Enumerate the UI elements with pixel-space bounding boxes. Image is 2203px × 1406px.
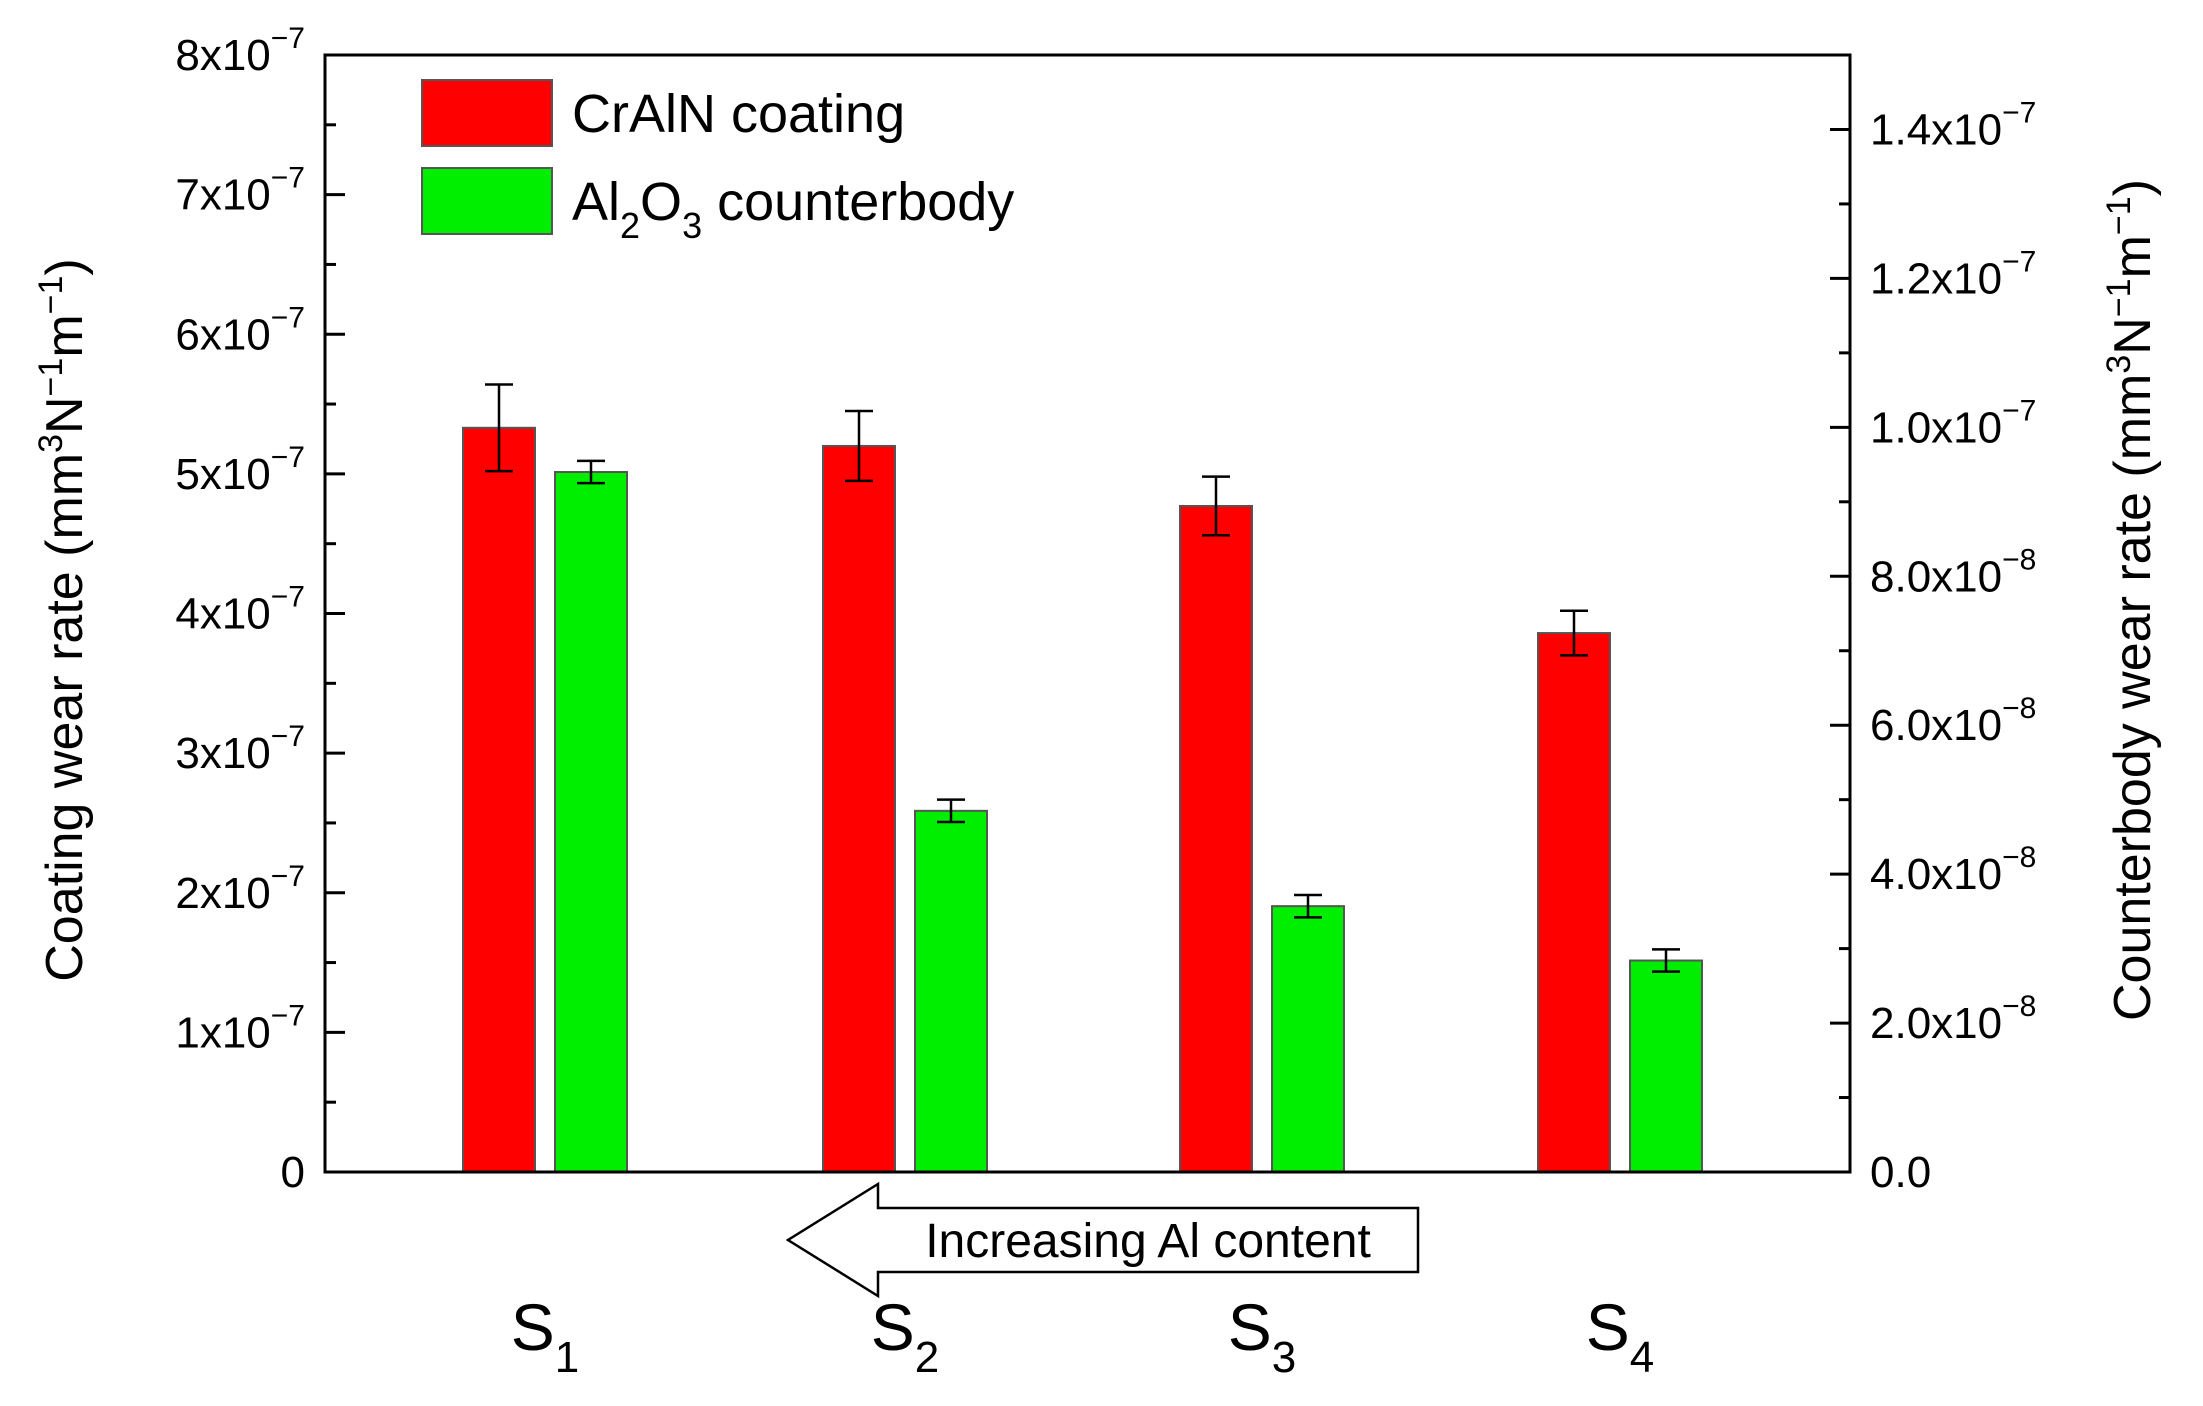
- right-tick-label: 1.2x10−7: [1870, 245, 2036, 303]
- counterbody-error-bar-s1: [577, 459, 605, 485]
- left-tick-label: 5x10−7: [175, 441, 305, 499]
- increasing-al-arrow: Increasing Al content: [785, 1181, 1420, 1299]
- bars-group: [462, 383, 1703, 1174]
- legend-label-coating: CrAlN coating: [572, 84, 905, 144]
- coating-bar-s3: [1179, 504, 1253, 1173]
- right-tick-label: 1.4x10−7: [1870, 96, 2036, 154]
- counterbody-error-bar-s4: [1652, 948, 1680, 973]
- right-tick-label: 6.0x10−8: [1870, 692, 2036, 750]
- counterbody-error-bar-s3: [1294, 893, 1322, 919]
- left-tick-label: 2x10−7: [175, 860, 305, 918]
- legend-label-counterbody: Al2O3 counterbody: [572, 172, 1014, 246]
- right-tick-label: 4.0x10−8: [1870, 841, 2036, 899]
- category-labels: S1 S2 S3 S4: [511, 1290, 1655, 1382]
- left-tick-label: 0: [281, 1148, 305, 1197]
- category-label-s4: S4: [1586, 1290, 1655, 1382]
- coating-bar-s2: [822, 444, 896, 1173]
- category-label-s3: S3: [1228, 1290, 1297, 1382]
- arrow-outline: [785, 1181, 1420, 1299]
- coating-error-bar-s2: [845, 409, 873, 483]
- plot-frame: [323, 53, 1852, 1174]
- category-label-s2: S2: [871, 1290, 940, 1382]
- right-axis-title: Counterbody wear rate (mm3N−1m−1): [2100, 179, 2162, 1021]
- legend-swatch-counterbody: [421, 167, 553, 235]
- counterbody-bar-s2: [914, 809, 988, 1173]
- left-tick-label: 4x10−7: [175, 581, 305, 639]
- legend-swatch-coating: [421, 79, 553, 147]
- left-tick-label: 7x10−7: [175, 162, 305, 220]
- category-label-s1: S1: [511, 1290, 580, 1382]
- coating-error-bar-s4: [1560, 609, 1588, 657]
- coating-error-bar-s3: [1202, 475, 1230, 537]
- right-tick-label: 8.0x10−8: [1870, 543, 2036, 601]
- counterbody-error-bar-s2: [937, 798, 965, 824]
- right-tick-label: 1.0x10−7: [1870, 394, 2036, 452]
- legend: CrAlN coating Al2O3 counterbody: [421, 79, 1014, 246]
- coating-bar-s4: [1537, 632, 1611, 1173]
- left-y-axis: 0 1x10−7 2x10−7 3x10−7 4x10−7 5x10−7 6x10−7 7x1…: [175, 22, 345, 1197]
- counterbody-bar-s4: [1629, 959, 1703, 1173]
- right-tick-label: 0.0: [1870, 1148, 1931, 1197]
- left-tick-label: 6x10−7: [175, 301, 305, 359]
- counterbody-bar-s1: [554, 471, 628, 1174]
- arrow-label: Increasing Al content: [925, 1215, 1371, 1268]
- coating-bar-s1: [462, 426, 536, 1173]
- coating-error-bar-s1: [485, 383, 513, 473]
- right-tick-label: 2.0x10−8: [1870, 990, 2036, 1048]
- right-y-axis: 0.0 2.0x10−8 4.0x10−8 6.0x10−8 8.0x10−8 1.0x1…: [1830, 96, 2036, 1197]
- counterbody-bar-s3: [1271, 905, 1345, 1173]
- left-tick-label: 1x10−7: [175, 999, 305, 1057]
- left-axis-title: Coating wear rate (mm3N−1m−1): [32, 258, 94, 982]
- left-tick-label: 3x10−7: [175, 720, 305, 778]
- left-tick-label: 8x10−7: [175, 22, 305, 80]
